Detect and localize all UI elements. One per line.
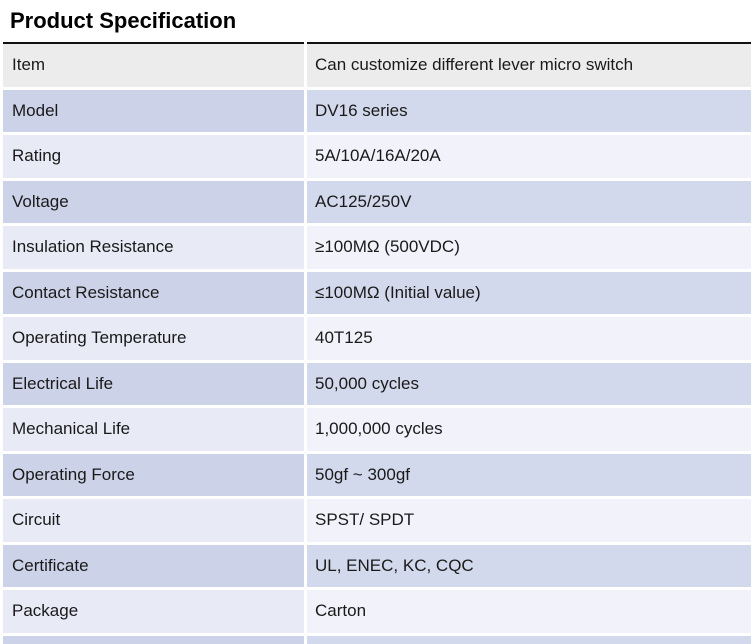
table-row: Electrical Life 50,000 cycles xyxy=(3,362,751,405)
table-row: Item Can customize different lever micro… xyxy=(3,42,751,87)
table-row: Contact Resistance ≤100MΩ (Initial value… xyxy=(3,271,751,314)
spec-label: Operating Force xyxy=(3,453,304,496)
spec-value: Can customize different lever micro swit… xyxy=(307,42,751,87)
spec-value xyxy=(307,635,751,644)
table-row: Operating Force 50gf ~ 300gf xyxy=(3,453,751,496)
table-row: Operating Temperature 40T125 xyxy=(3,317,751,360)
spec-label: Certificate xyxy=(3,544,304,587)
spec-value: DV16 series xyxy=(307,89,751,132)
spec-label: Circuit xyxy=(3,499,304,542)
spec-value: ≤100MΩ (Initial value) xyxy=(307,271,751,314)
table-row: Rating 5A/10A/16A/20A xyxy=(3,135,751,178)
page-title: Product Specification xyxy=(10,8,237,33)
spec-value: 1,000,000 cycles xyxy=(307,408,751,451)
spec-label: Mechanical Life xyxy=(3,408,304,451)
table-row: Circuit SPST/ SPDT xyxy=(3,499,751,542)
table-row: Package Carton xyxy=(3,590,751,633)
spec-label: Model xyxy=(3,89,304,132)
spec-value: 5A/10A/16A/20A xyxy=(307,135,751,178)
spec-label: Contact Resistance xyxy=(3,271,304,314)
spec-label: Package xyxy=(3,590,304,633)
spec-value: 50,000 cycles xyxy=(307,362,751,405)
spec-value: Carton xyxy=(307,590,751,633)
spec-value: AC125/250V xyxy=(307,180,751,223)
table-row: Voltage AC125/250V xyxy=(3,180,751,223)
spec-label: Voltage xyxy=(3,180,304,223)
spec-label: Operating Temperature xyxy=(3,317,304,360)
spec-label: Rating xyxy=(3,135,304,178)
spec-label: Electrical Life xyxy=(3,362,304,405)
spec-table: Item Can customize different lever micro… xyxy=(0,42,754,644)
spec-value: ≥100MΩ (500VDC) xyxy=(307,226,751,269)
table-row: Insulation Resistance ≥100MΩ (500VDC) xyxy=(3,226,751,269)
spec-value: 50gf ~ 300gf xyxy=(307,453,751,496)
spec-value: UL, ENEC, KC, CQC xyxy=(307,544,751,587)
table-row: Mechanical Life 1,000,000 cycles xyxy=(3,408,751,451)
spec-value: SPST/ SPDT xyxy=(307,499,751,542)
table-row: Certificate UL, ENEC, KC, CQC xyxy=(3,544,751,587)
table-row: Model DV16 series xyxy=(3,89,751,132)
table-row-partial xyxy=(3,635,751,644)
spec-label: Item xyxy=(3,42,304,87)
spec-label xyxy=(3,635,304,644)
spec-value: 40T125 xyxy=(307,317,751,360)
spec-label: Insulation Resistance xyxy=(3,226,304,269)
